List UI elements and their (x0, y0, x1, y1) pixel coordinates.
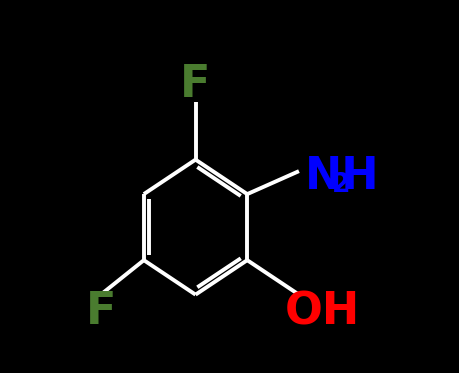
Text: OH: OH (284, 290, 359, 333)
Text: F: F (180, 63, 210, 106)
Text: F: F (85, 290, 116, 333)
Text: NH: NH (304, 156, 379, 198)
Text: 2: 2 (331, 172, 350, 198)
